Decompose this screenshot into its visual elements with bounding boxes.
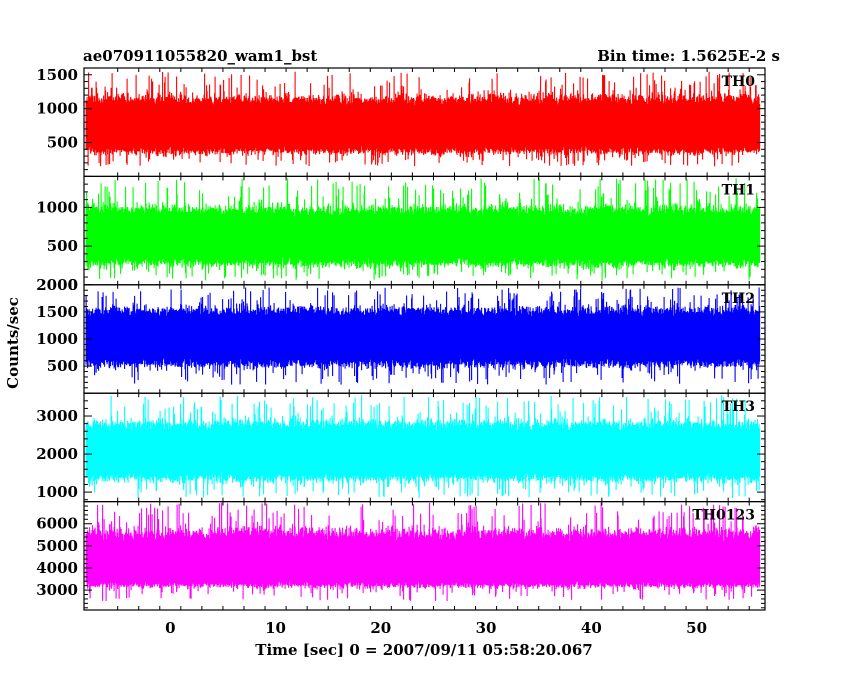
panel-stack: 500 1000 1500 TH0 0 500 1000 TH1 500 1000 1500 2000… xyxy=(36,66,766,611)
figure-title: ae070911055820_wam1_bst xyxy=(83,47,317,65)
bin-time-label: Bin time: 1.5625E-2 s xyxy=(597,47,780,65)
x-tick-label: 10 xyxy=(265,619,286,637)
y-tick-label: 500 xyxy=(47,357,78,375)
series-th1 xyxy=(85,178,761,281)
panel-label-th0123: TH0123 xyxy=(692,508,755,524)
y-tick-label: 500 xyxy=(47,237,78,255)
y-tick-label: 2000 xyxy=(36,445,78,463)
x-tick-label: 20 xyxy=(370,619,391,637)
y-tick-label: 1000 xyxy=(36,330,78,348)
series-th0 xyxy=(85,71,761,167)
panel-label-th1: TH1 xyxy=(722,182,755,198)
y-tick-label: 500 xyxy=(47,134,78,152)
x-tick-label: 40 xyxy=(581,619,602,637)
y-tick-label: 2000 xyxy=(36,276,78,294)
panel-label-th3: TH3 xyxy=(722,399,755,415)
y-tick-label: 1000 xyxy=(36,198,78,216)
series-th0123 xyxy=(85,502,761,601)
y-tick-label: 0 xyxy=(68,276,78,294)
y-tick-label: 3000 xyxy=(36,581,78,599)
panel-label-th2: TH2 xyxy=(722,291,755,307)
y-tick-label: 1500 xyxy=(36,303,78,321)
panel-th2: 500 1000 1500 2000 TH2 xyxy=(36,276,766,394)
y-axis-label: Counts/sec xyxy=(4,297,22,389)
x-tick-label: 30 xyxy=(476,619,497,637)
y-tick-label: 3000 xyxy=(36,407,78,425)
y-tick-label: 1000 xyxy=(36,483,78,501)
x-axis-label: Time [sec] 0 = 2007/09/11 05:58:20.067 xyxy=(255,641,592,659)
panel-th0: 500 1000 1500 TH0 xyxy=(36,66,766,178)
series-th2 xyxy=(85,287,761,385)
panel-frame xyxy=(83,501,766,611)
y-tick-label: 6000 xyxy=(36,515,78,533)
panel-th3: 1000 2000 3000 TH3 xyxy=(36,392,766,503)
y-tick-label: 4000 xyxy=(36,559,78,577)
x-tick-label: 0 xyxy=(165,619,175,637)
panel-th0123: 3000 4000 5000 6000 TH0123 xyxy=(36,501,766,611)
y-tick-label: 5000 xyxy=(36,537,78,555)
panel-th1: 0 500 1000 TH1 xyxy=(36,175,766,294)
series-th3 xyxy=(85,395,761,498)
x-axis: 0 10 20 30 40 50 xyxy=(165,619,707,637)
x-tick-label: 50 xyxy=(686,619,707,637)
y-tick-label: 1500 xyxy=(36,66,78,84)
y-tick-label: 1000 xyxy=(36,100,78,118)
panel-label-th0: TH0 xyxy=(722,74,756,90)
